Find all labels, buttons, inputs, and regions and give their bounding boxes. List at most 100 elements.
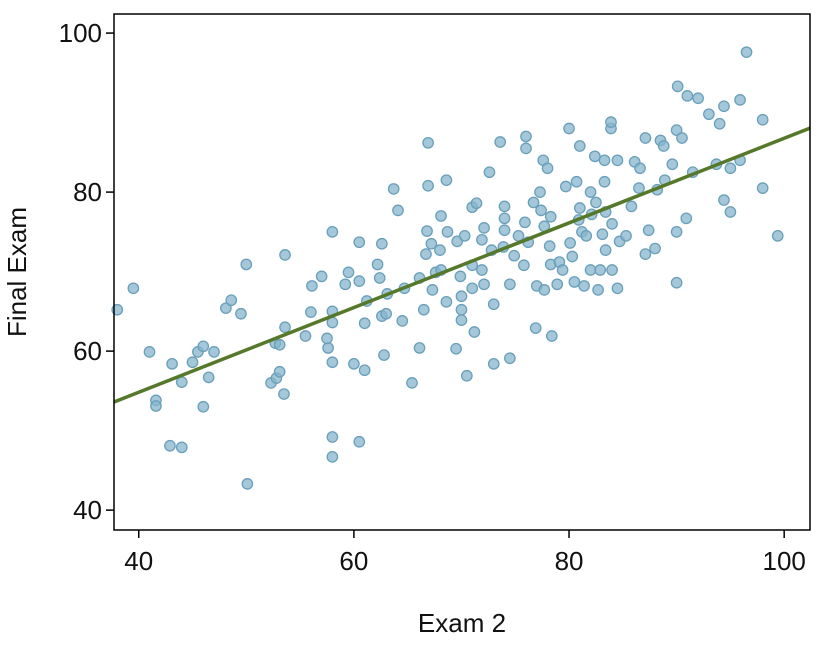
point [326, 431, 339, 443]
point [434, 244, 446, 256]
point [371, 258, 384, 271]
point [127, 282, 140, 295]
point [584, 264, 597, 276]
x-axis-label: Exam 2 [418, 608, 506, 638]
point [440, 295, 453, 308]
point [713, 117, 726, 130]
point [639, 132, 652, 144]
point [606, 264, 618, 276]
point [348, 357, 360, 370]
point [594, 264, 607, 276]
point [487, 298, 500, 311]
point [543, 240, 556, 253]
y-tick-label: 100 [59, 18, 102, 48]
point [422, 136, 434, 149]
point [305, 306, 317, 319]
point [476, 233, 488, 246]
point [358, 364, 371, 377]
point [589, 150, 601, 163]
point [598, 154, 611, 167]
point [599, 244, 612, 256]
point [299, 330, 312, 342]
point [573, 202, 586, 214]
point [202, 371, 215, 384]
y-tick-label: 40 [73, 495, 102, 525]
point [633, 182, 645, 194]
point [413, 342, 426, 354]
point [458, 229, 471, 242]
point [634, 162, 646, 175]
point [470, 197, 483, 210]
point [551, 278, 564, 291]
point [566, 250, 579, 263]
point [441, 225, 454, 238]
point [455, 290, 468, 303]
point [498, 212, 511, 225]
point [544, 210, 557, 223]
point [692, 92, 704, 105]
point [326, 356, 339, 369]
point [670, 276, 683, 289]
point [406, 377, 418, 389]
point [504, 278, 516, 291]
point [339, 278, 352, 291]
point [468, 326, 481, 338]
point [376, 237, 388, 250]
point [353, 236, 366, 249]
point [425, 237, 438, 250]
point [315, 270, 328, 283]
point [734, 94, 746, 106]
point [306, 280, 318, 292]
point [279, 321, 291, 334]
point [568, 276, 581, 288]
point [455, 314, 468, 326]
point [538, 284, 551, 296]
point [518, 259, 530, 272]
point [670, 124, 683, 136]
point [476, 264, 488, 276]
point [278, 388, 290, 400]
point [512, 229, 525, 242]
y-tick-label: 80 [73, 177, 102, 207]
point [718, 194, 730, 206]
point [670, 225, 683, 238]
point [671, 80, 684, 93]
point [373, 272, 386, 284]
y-axis-label: Final Exam [2, 207, 32, 337]
point [421, 225, 433, 237]
point [197, 340, 210, 353]
point [322, 342, 334, 354]
point [225, 294, 238, 307]
point [564, 237, 576, 249]
point [450, 342, 462, 355]
point [353, 275, 366, 287]
point [435, 210, 447, 222]
point [396, 315, 409, 327]
point [454, 270, 467, 283]
point [556, 264, 569, 276]
point [478, 278, 490, 291]
point [387, 183, 400, 195]
point [740, 46, 753, 59]
point [703, 108, 715, 121]
point [273, 365, 286, 378]
point [596, 228, 609, 241]
point [353, 435, 366, 448]
point [321, 332, 333, 345]
point [559, 180, 572, 193]
point [378, 349, 390, 361]
point [771, 229, 784, 242]
y-tick-label: 60 [73, 336, 102, 366]
point [483, 166, 496, 179]
x-tick-label: 60 [339, 546, 368, 576]
point [358, 317, 371, 330]
point [681, 90, 694, 102]
point [545, 330, 558, 342]
point [241, 478, 254, 490]
point [520, 130, 532, 143]
point [164, 439, 176, 452]
point [240, 258, 253, 271]
point [498, 200, 511, 213]
point [460, 369, 473, 382]
